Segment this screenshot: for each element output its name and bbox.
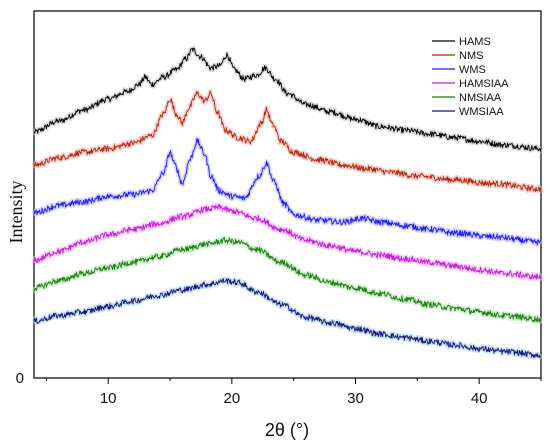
legend-label-wmsiaa: WMSIAA — [459, 106, 504, 118]
x-tick-label-10: 10 — [100, 390, 117, 407]
x-tick-label-40: 40 — [471, 390, 488, 407]
series-line-wmsiaa — [33, 277, 542, 359]
y-axis-ticks: 0 — [16, 370, 24, 387]
y-axis-title: Intensity — [6, 181, 26, 244]
series-line-nmsiaa — [33, 237, 542, 323]
x-axis-title: 2θ (°) — [265, 420, 309, 440]
legend-label-nms: NMS — [459, 50, 483, 62]
series-line-wms — [33, 137, 542, 246]
series-line-hamsiaa — [33, 204, 542, 280]
x-tick-label-30: 30 — [347, 390, 364, 407]
series-line-hams — [33, 47, 542, 152]
legend-label-nmsiaa: NMSIAA — [459, 92, 502, 104]
legend: HAMS NMS WMS HAMSIAA NMSIAA WMSIAA — [432, 36, 509, 118]
y-tick-label-0: 0 — [16, 370, 24, 387]
legend-label-wms: WMS — [459, 64, 486, 76]
series-layer — [32, 46, 543, 360]
series-line-nms — [33, 90, 542, 192]
legend-label-hamsiaa: HAMSIAA — [459, 78, 509, 90]
x-axis-ticks: 10 20 30 40 — [45, 378, 542, 407]
x-tick-label-20: 20 — [224, 390, 241, 407]
legend-label-hams: HAMS — [459, 36, 491, 48]
